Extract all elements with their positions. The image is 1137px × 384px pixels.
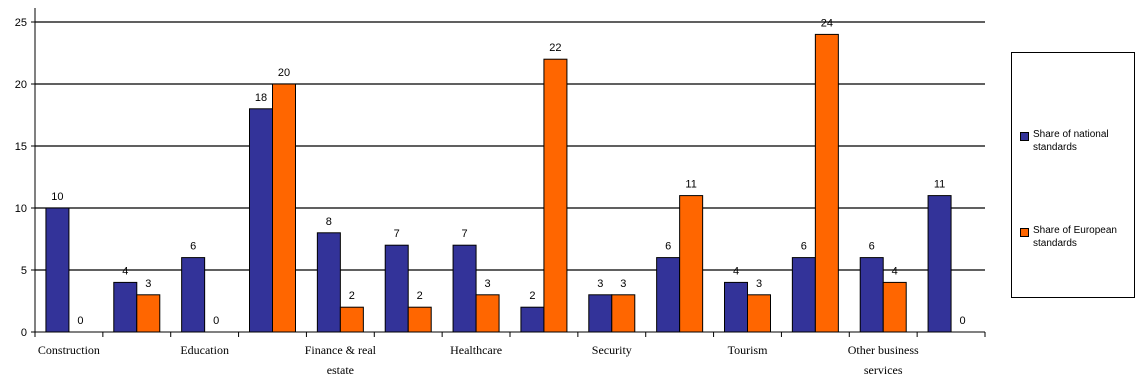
category-label-2: Education [180,343,229,357]
category-label-10: Tourism [728,343,768,357]
bar-european-12 [882,281,907,333]
data-label-european-7: 22 [549,42,561,54]
data-label-european-10: 3 [756,278,762,290]
category-label-4: Finance & real estate [305,343,377,377]
bar-national-1 [113,281,138,333]
bar-national-9 [656,257,681,333]
legend-item-european: Share of European standards [1020,224,1134,250]
category-label-0: Construction [38,343,100,357]
category-label-line: Finance & real [305,343,377,357]
bars [45,33,952,333]
data-label-national-10: 4 [733,265,739,277]
data-label-national-5: 7 [394,228,400,240]
y-tick-label-5: 5 [21,265,27,277]
legend-swatch-european [1020,228,1029,237]
bar-national-0 [45,207,70,333]
legend-item-national: Share of national standards [1020,128,1134,154]
category-label-8: Security [592,343,632,357]
data-label-european-13: 0 [960,315,966,327]
data-label-national-0: 10 [51,191,63,203]
legend-label-national: Share of national standards [1033,129,1109,153]
y-tick-label-20: 20 [15,79,27,91]
data-label-european-9: 11 [685,179,696,191]
category-label-12: Other business services [848,343,919,377]
data-label-european-2: 0 [213,315,219,327]
data-label-european-3: 20 [278,67,290,79]
data-label-national-2: 6 [190,241,196,253]
data-label-european-6: 3 [485,278,491,290]
category-label-line: Security [592,343,632,357]
category-label-line: Healthcare [450,343,502,357]
bar-national-13 [927,195,952,333]
bar-national-10 [724,281,748,333]
data-label-national-6: 7 [462,228,468,240]
bar-national-8 [588,294,613,333]
category-label-6: Healthcare [450,343,502,357]
data-label-national-8: 3 [597,278,603,290]
data-label-national-7: 2 [529,290,535,302]
bar-national-7 [520,306,545,333]
bar-national-6 [452,244,477,333]
bar-european-4 [339,306,364,333]
y-tick-label-10: 10 [15,203,27,215]
legend-swatch-national [1020,132,1029,141]
bar-european-10 [747,294,771,333]
bar-european-3 [272,83,296,333]
data-label-national-12: 6 [869,241,875,253]
bar-national-5 [384,244,409,333]
y-tick-label-25: 25 [15,17,27,29]
bar-european-8 [611,294,636,333]
category-label-line: Tourism [728,343,768,357]
bar-european-7 [543,58,568,333]
bar-national-3 [249,108,273,333]
category-label-line: Other business [848,343,919,357]
data-label-national-4: 8 [326,216,332,228]
bar-national-4 [316,232,341,333]
data-label-national-9: 6 [665,241,671,253]
data-label-european-0: 0 [77,315,83,327]
bar-national-11 [791,257,816,333]
bar-european-5 [407,306,432,333]
category-label-line: Education [180,343,229,357]
gridlines [35,21,985,271]
data-label-national-1: 4 [122,265,128,277]
bar-european-9 [679,195,704,333]
data-label-european-1: 3 [145,278,151,290]
bar-national-2 [181,257,206,333]
y-tick-label-15: 15 [15,141,27,153]
data-label-national-11: 6 [801,241,807,253]
data-label-european-4: 2 [349,290,355,302]
bar-european-6 [475,294,500,333]
legend-label-european: Share of European standards [1033,225,1117,249]
bar-european-1 [136,294,161,333]
data-label-european-12: 4 [892,265,898,277]
category-label-line: Construction [38,343,100,357]
data-label-national-3: 18 [255,92,267,104]
category-label-line: services [864,363,903,377]
data-label-national-13: 11 [934,179,945,191]
data-label-european-5: 2 [417,290,423,302]
data-label-european-8: 3 [620,278,626,290]
legend: Share of national standards Share of Eur… [1011,52,1135,298]
y-tick-label-0: 0 [21,327,27,339]
category-label-line: estate [327,363,354,377]
bar-european-11 [814,33,839,333]
data-label-european-11: 24 [821,17,833,29]
axes [31,8,986,337]
bar-national-12 [859,257,884,333]
